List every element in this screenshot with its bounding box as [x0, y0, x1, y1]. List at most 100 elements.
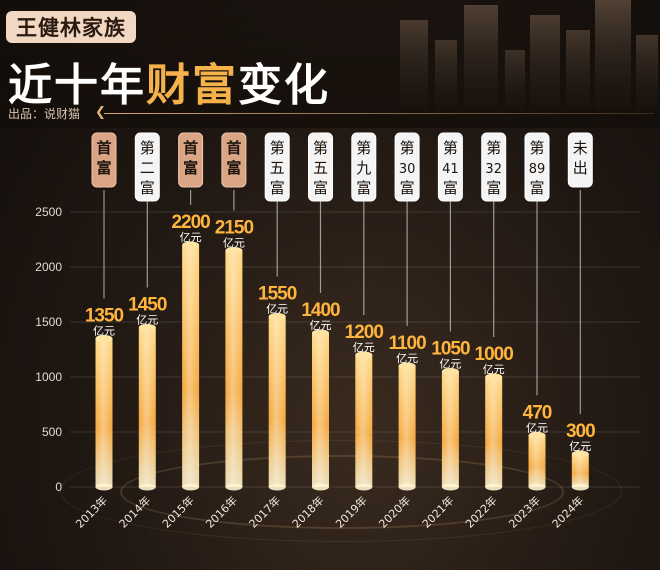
- rank-badge-4: [264, 132, 290, 202]
- rank-label-char-4-2: 富: [270, 179, 285, 197]
- source-credit: 出品：说财猫: [8, 107, 81, 121]
- bar-base-5: [312, 483, 329, 491]
- value-label-11: 300: [566, 421, 595, 442]
- rank-label-char-8-0: 第: [443, 139, 458, 157]
- title-part-1: 近十年: [8, 60, 146, 111]
- bar-base-4: [268, 483, 286, 491]
- x-tick-label-3: 2016年: [203, 493, 240, 530]
- bar-shine-6: [355, 355, 373, 487]
- bar-shine-3: [225, 250, 243, 487]
- x-tick-label-1: 2014年: [116, 493, 153, 530]
- bar-cap-0: [95, 335, 113, 342]
- bar-shine-11: [571, 454, 589, 487]
- stem-layer: [103, 190, 581, 414]
- unit-label-4: 亿元: [266, 303, 288, 316]
- rank-label-char-4-0: 第: [270, 139, 285, 157]
- bar-base-9: [485, 483, 503, 491]
- bar-shine-4: [268, 316, 286, 487]
- rank-label-char-10-0: 第: [529, 139, 544, 157]
- unit-label-9: 亿元: [483, 363, 505, 376]
- value-label-4: 1550: [258, 284, 297, 305]
- bar-base-0: [95, 483, 113, 491]
- x-tick-label-7: 2020年: [376, 493, 413, 530]
- bar-cap-3: [225, 247, 243, 254]
- rank-label-char-9-1: 32: [485, 162, 502, 177]
- x-tick-label-6: 2019年: [332, 493, 369, 530]
- rank-badge-0: [91, 132, 117, 188]
- rank-label-char-10-2: 富: [529, 179, 544, 197]
- bar-cap-1: [138, 324, 156, 331]
- x-tick-label-11: 2024年: [549, 493, 586, 530]
- value-label-5: 1400: [301, 300, 340, 321]
- bar-shine-7: [398, 366, 416, 487]
- y-tick-label-0: 0: [55, 480, 62, 494]
- rank-label-char-6-2: 富: [356, 179, 371, 197]
- value-label-0: 1350: [85, 306, 124, 327]
- y-tick-label-500: 500: [42, 425, 62, 439]
- value-label-1: 1450: [128, 295, 167, 316]
- unit-label-2: 亿元: [180, 231, 202, 244]
- rank-label-char-7-1: 30: [399, 162, 416, 177]
- rank-label-char-8-1: 41: [442, 162, 459, 177]
- unit-label-0: 亿元: [93, 325, 115, 338]
- rank-label-char-2-1: 富: [183, 159, 198, 177]
- title-part-2: 财富: [146, 60, 238, 111]
- value-label-3: 2150: [215, 218, 254, 239]
- y-tick-label-2500: 2500: [35, 205, 62, 219]
- floor-ring-outer: [60, 440, 622, 542]
- rank-label-char-1-0: 第: [140, 139, 155, 157]
- x-tick-label-8: 2021年: [419, 493, 456, 530]
- bar-base-2: [182, 483, 200, 491]
- rank-label-char-5-2: 富: [313, 179, 328, 197]
- chart-title: 近十年财富变化: [8, 49, 330, 113]
- bar-base-7: [398, 483, 416, 491]
- unit-label-10: 亿元: [526, 421, 548, 434]
- bar-base-8: [441, 483, 459, 491]
- rank-badge-11: [567, 132, 593, 188]
- bar-shine-9: [485, 377, 503, 487]
- bar-shine-2: [182, 245, 200, 487]
- unit-label-6: 亿元: [353, 341, 375, 354]
- value-label-2: 2200: [171, 212, 210, 233]
- unit-label-1: 亿元: [136, 314, 158, 327]
- y-tick-label-2000: 2000: [35, 260, 62, 274]
- rank-label-char-10-1: 89: [529, 162, 546, 177]
- rank-label-char-11-0: 未: [573, 139, 588, 157]
- rank-badge-3: [221, 132, 247, 188]
- bar-shine-10: [528, 435, 546, 487]
- bar-cap-8: [441, 368, 459, 375]
- rank-label-char-8-2: 富: [443, 179, 458, 197]
- chevron-left-icon: ❮: [95, 104, 106, 119]
- rank-badge-6: [351, 132, 377, 202]
- bar-layer: [95, 241, 589, 491]
- divider-line: [104, 113, 654, 114]
- rank-label-char-1-1: 二: [140, 159, 155, 177]
- rank-label-char-7-2: 富: [400, 179, 415, 197]
- rank-label-char-6-0: 第: [356, 139, 371, 157]
- rank-badge-10: [524, 132, 550, 202]
- value-label-6: 1200: [345, 322, 384, 343]
- rank-label-char-3-1: 富: [226, 159, 241, 177]
- unit-label-5: 亿元: [310, 319, 332, 332]
- floor-ring-inner: [120, 455, 564, 529]
- x-tick-label-10: 2023年: [506, 493, 543, 530]
- rank-label-char-11-1: 出: [573, 159, 588, 177]
- value-label-10: 470: [523, 402, 552, 423]
- bar-cap-6: [355, 351, 373, 359]
- bar-base-11: [571, 483, 589, 491]
- y-tick-label-1500: 1500: [35, 315, 62, 329]
- bar-base-3: [225, 483, 243, 491]
- bar-shine-1: [138, 327, 156, 487]
- bar-shine-0: [95, 338, 113, 487]
- rank-label-char-5-0: 第: [313, 139, 328, 157]
- bar-cap-7: [398, 362, 416, 370]
- rank-label-char-6-1: 九: [356, 159, 371, 177]
- unit-label-11: 亿元: [569, 440, 591, 453]
- bar-cap-9: [485, 373, 503, 381]
- x-tick-label-9: 2022年: [462, 493, 499, 530]
- rank-badge-9: [481, 132, 507, 202]
- unit-label-7: 亿元: [396, 352, 418, 365]
